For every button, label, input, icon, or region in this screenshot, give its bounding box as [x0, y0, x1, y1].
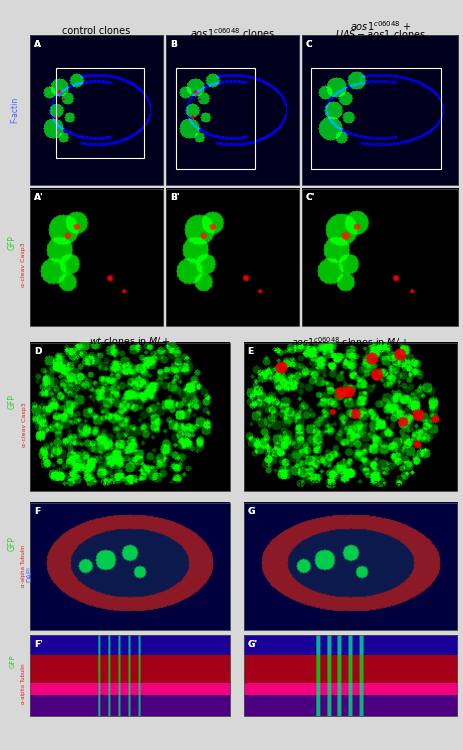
Bar [30, 343, 229, 491]
Text: F': F' [34, 640, 43, 649]
Text: F': F' [34, 640, 43, 649]
Text: D: D [34, 347, 41, 356]
Bar [243, 635, 456, 716]
Text: GFP: GFP [8, 536, 17, 551]
Bar [30, 635, 229, 716]
Text: $\it{wt}$ + $\it{UAS-p35}$ clones: $\it{wt}$ + $\it{UAS-p35}$ clones [75, 478, 184, 491]
Text: α-cleav Casp3: α-cleav Casp3 [22, 402, 26, 447]
Bar [301, 189, 457, 326]
Text: D: D [34, 347, 41, 356]
Bar [166, 189, 299, 326]
Bar [30, 503, 229, 630]
Text: F: F [34, 507, 40, 516]
Text: C: C [305, 40, 312, 49]
Text: G: G [247, 507, 254, 516]
Bar [30, 35, 163, 185]
Text: A': A' [34, 194, 44, 202]
Text: GFP: GFP [8, 235, 17, 250]
Bar [301, 189, 457, 326]
Text: E: E [247, 347, 253, 356]
Text: C: C [305, 40, 312, 49]
Bar [176, 68, 255, 169]
Bar [243, 343, 456, 491]
Bar [56, 68, 144, 158]
Bar [30, 189, 163, 326]
Text: α-cleav Casp3: α-cleav Casp3 [21, 242, 25, 287]
Bar [301, 35, 457, 185]
Text: control clones: control clones [62, 26, 131, 36]
Text: α-alpha Tubulin: α-alpha Tubulin [21, 663, 25, 704]
Text: G': G' [247, 640, 257, 649]
Text: F-actin: F-actin [10, 97, 19, 122]
Text: A: A [34, 40, 41, 49]
Text: A': A' [34, 194, 44, 202]
Text: B: B [169, 40, 176, 49]
Bar [30, 35, 163, 185]
Text: B': B' [169, 194, 179, 202]
Text: G: G [247, 507, 254, 516]
Bar [30, 635, 229, 716]
Text: G': G' [247, 640, 257, 649]
Text: B: B [169, 40, 176, 49]
Text: GFP: GFP [10, 654, 15, 668]
Text: E: E [247, 347, 253, 356]
Text: $\it{wt}$ clones in $\it{M}/+$: $\it{wt}$ clones in $\it{M}/+$ [89, 335, 170, 346]
Text: $\it{aos1}^{c06048}$ +: $\it{aos1}^{c06048}$ + [349, 19, 410, 32]
Text: $\it{aos1}^{c06048}$ clones in $\it{M}/+$: $\it{aos1}^{c06048}$ clones in $\it{M}/+… [291, 335, 408, 348]
Text: A: A [34, 40, 41, 49]
Text: F: F [34, 507, 40, 516]
Text: $\it{aos1}^{c06048}$ clones: $\it{aos1}^{c06048}$ clones [190, 26, 275, 40]
Bar [310, 68, 440, 169]
Text: α-alpha Tubulin: α-alpha Tubulin [21, 545, 25, 587]
Text: GFP: GFP [8, 394, 17, 410]
Bar [301, 35, 457, 185]
Bar [243, 635, 456, 716]
Text: B': B' [169, 194, 179, 202]
Bar [166, 35, 299, 185]
Bar [30, 503, 229, 630]
Text: $\it{UAS-aos1}$ clones: $\it{UAS-aos1}$ clones [334, 28, 425, 40]
Bar [243, 343, 456, 491]
Bar [30, 343, 229, 491]
Bar [243, 503, 456, 630]
Text: C': C' [305, 194, 314, 202]
Text: DAPI: DAPI [27, 566, 32, 582]
Text: C': C' [305, 194, 314, 202]
Bar [166, 35, 299, 185]
Text: $\it{aos1}^{c06048}$+$\it{UAS-p35}$ clones: $\it{aos1}^{c06048}$+$\it{UAS-p35}$ clon… [280, 478, 419, 493]
Bar [166, 189, 299, 326]
Bar [243, 503, 456, 630]
Bar [30, 189, 163, 326]
